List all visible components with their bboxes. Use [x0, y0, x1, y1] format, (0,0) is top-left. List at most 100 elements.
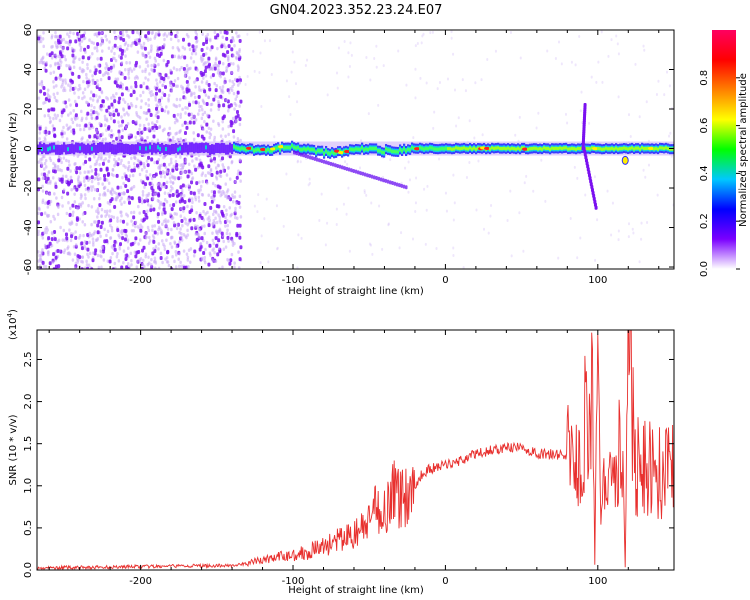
noise-cell	[187, 112, 191, 117]
noise-cell	[138, 127, 141, 132]
noise-cell	[168, 193, 172, 198]
noise-cell	[414, 209, 417, 213]
noise-cell	[184, 184, 187, 189]
noise-cell	[110, 102, 114, 107]
noise-cell	[38, 82, 41, 87]
noise-cell	[80, 241, 84, 246]
noise-cell	[199, 184, 203, 189]
smear-cell	[389, 180, 392, 185]
noise-cell	[83, 183, 87, 188]
carrier-core	[333, 151, 336, 155]
noise-cell	[54, 181, 57, 185]
carrier-outer	[123, 143, 126, 154]
noise-cell	[168, 176, 172, 180]
carrier-core	[535, 146, 538, 150]
noise-cell	[157, 185, 161, 190]
noise-cell	[102, 186, 106, 190]
noise-cell	[173, 120, 177, 125]
noise-cell	[114, 161, 118, 166]
noise-cell	[69, 85, 72, 89]
noise-cell	[38, 126, 42, 131]
noise-cell	[156, 49, 159, 53]
noise-cell	[117, 120, 120, 125]
noise-cell	[92, 41, 95, 46]
carrier-outer	[229, 142, 232, 153]
noise-cell	[194, 118, 198, 122]
noise-cell	[124, 125, 128, 129]
noise-cell	[37, 160, 41, 164]
noise-cell	[43, 161, 47, 166]
noise-cell	[607, 54, 610, 58]
noise-cell	[519, 56, 522, 60]
noise-cell	[117, 129, 121, 134]
noise-cell	[152, 247, 155, 251]
noise-cell	[196, 232, 199, 237]
noise-cell	[139, 84, 143, 89]
noise-cell	[41, 184, 44, 189]
colorbar-ticks: 0.00.20.40.60.8	[699, 70, 740, 277]
noise-cell	[294, 82, 297, 86]
noise-cell	[127, 262, 130, 266]
noise-cell	[150, 31, 154, 36]
smear-cell	[361, 171, 365, 176]
noise-cell	[215, 229, 218, 233]
x-tick-label: -100	[282, 576, 305, 587]
noise-cell	[208, 131, 211, 135]
noise-cell	[131, 30, 135, 35]
noise-cell	[190, 92, 194, 97]
carrier-outer	[55, 144, 58, 155]
noise-cell	[90, 40, 93, 45]
noise-cell	[171, 255, 174, 259]
noise-cell	[347, 186, 350, 190]
noise-cell	[103, 227, 106, 232]
noise-cell	[144, 101, 148, 106]
noise-cell	[190, 180, 194, 185]
colorbar-tick-label: 0.2	[699, 213, 710, 229]
noise-cell	[67, 159, 71, 164]
noise-cell	[142, 258, 145, 263]
noise-cell	[198, 180, 201, 185]
noise-cell	[230, 159, 234, 164]
noise-cell	[473, 136, 476, 140]
noise-cell	[140, 135, 144, 140]
noise-cell	[154, 59, 157, 63]
noise-cell	[130, 196, 134, 201]
carrier-core	[659, 146, 662, 150]
noise-cell	[44, 201, 47, 205]
noise-cell	[152, 207, 156, 212]
noise-cell	[194, 167, 198, 172]
noise-cell	[201, 98, 205, 103]
carrier-core	[493, 146, 496, 150]
noise-cell	[112, 110, 115, 114]
noise-cell	[382, 175, 385, 179]
noise-cell	[135, 111, 138, 115]
noise-cell	[81, 96, 84, 101]
noise-cell	[72, 56, 76, 61]
noise-cell	[203, 231, 206, 236]
noise-cell	[123, 100, 127, 104]
noise-cell	[195, 237, 199, 242]
noise-cell	[116, 216, 119, 220]
noise-cell	[474, 81, 477, 85]
noise-cell	[69, 78, 73, 83]
noise-cell	[144, 232, 148, 236]
carrier-core	[465, 147, 468, 151]
noise-cell	[149, 37, 152, 42]
carrier-core	[377, 149, 380, 153]
noise-cell	[101, 182, 104, 186]
noise-cell	[129, 242, 133, 247]
noise-cell	[627, 222, 630, 226]
snr-frame	[36, 329, 675, 571]
noise-cell	[61, 134, 64, 139]
noise-cell	[171, 45, 175, 50]
noise-cell	[46, 228, 49, 232]
noise-cell	[347, 51, 350, 55]
noise-cell	[239, 179, 242, 183]
noise-cell	[101, 39, 104, 44]
noise-cell	[119, 55, 123, 60]
noise-cell	[116, 185, 120, 190]
noise-cell	[62, 100, 65, 105]
carrier-core	[329, 152, 332, 156]
noise-cell	[87, 126, 91, 131]
